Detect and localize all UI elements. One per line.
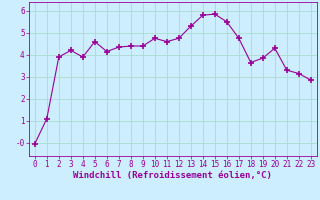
X-axis label: Windchill (Refroidissement éolien,°C): Windchill (Refroidissement éolien,°C) bbox=[73, 171, 272, 180]
